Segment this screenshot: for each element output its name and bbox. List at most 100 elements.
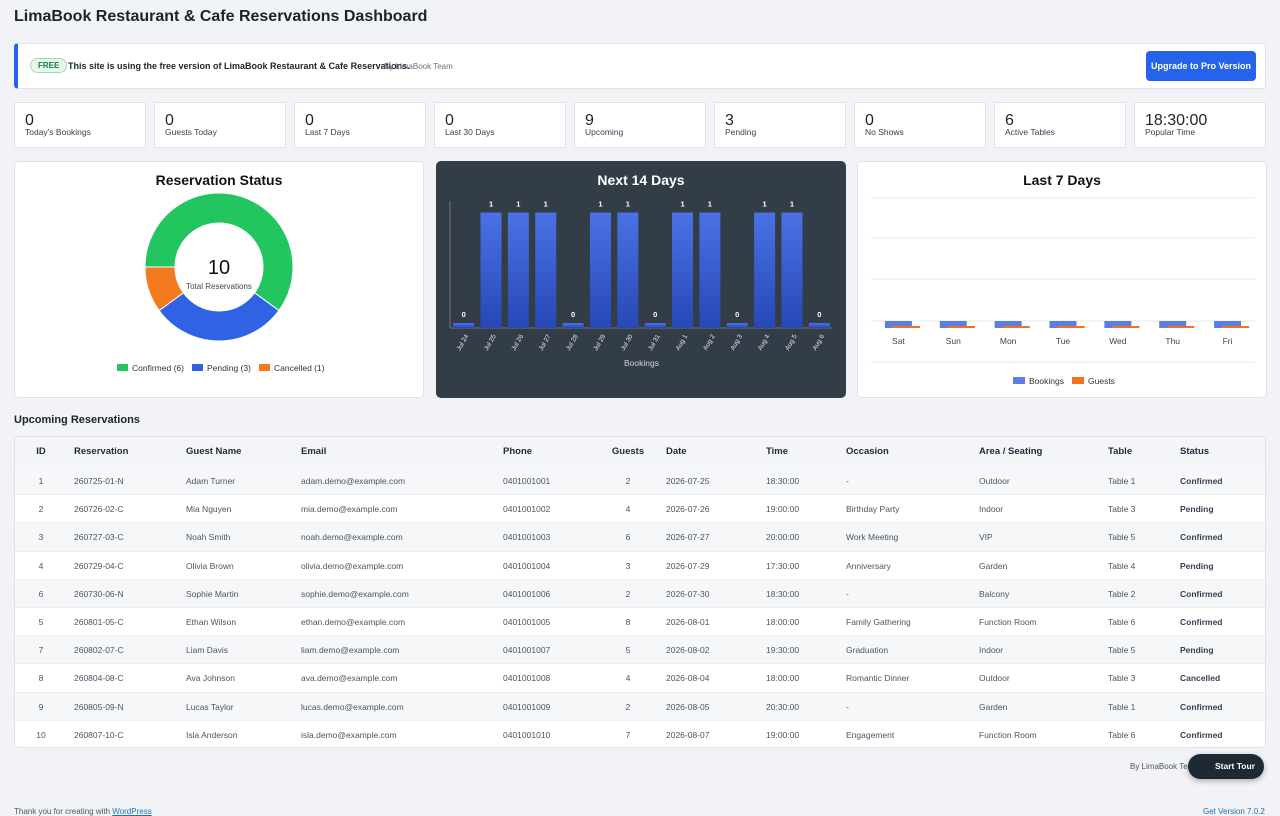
table-cell: 260807-10-C bbox=[74, 729, 124, 740]
table-cell: 20:00:00 bbox=[766, 532, 800, 543]
table-cell: 2026-08-02 bbox=[666, 645, 710, 656]
x-tick-label: Jul 26 bbox=[510, 333, 525, 352]
column-header: ID bbox=[36, 446, 46, 457]
table-cell: 5 bbox=[38, 617, 44, 627]
x-tick-label: Jul 24 bbox=[456, 333, 471, 352]
table-cell: 8 bbox=[38, 673, 44, 684]
table-cell: 4 bbox=[625, 673, 631, 684]
table-cell: Balcony bbox=[979, 588, 1010, 599]
legend-swatch bbox=[117, 364, 128, 371]
chart-card: Last 7 Days Sat Sun Mon Tue Wed Thu Fri Bookings… bbox=[857, 161, 1267, 398]
table-cell: 2026-08-04 bbox=[666, 673, 710, 684]
stat-card: 0 Guests Today bbox=[154, 102, 286, 148]
data-label: 1 bbox=[516, 200, 520, 209]
table-cell: 9 bbox=[38, 701, 44, 712]
table-row bbox=[15, 692, 1265, 721]
table-cell: 0401001009 bbox=[503, 701, 551, 712]
table-cell: VIP bbox=[979, 532, 993, 543]
bar bbox=[1057, 326, 1085, 328]
legend-label: Cancelled (1) bbox=[274, 363, 325, 373]
table-cell: 4 bbox=[38, 560, 44, 571]
data-label: 0 bbox=[653, 310, 657, 319]
table-cell: 2026-08-05 bbox=[666, 701, 710, 712]
table-cell: noah.demo@example.com bbox=[301, 532, 403, 543]
column-header: Reservation bbox=[74, 446, 129, 457]
legend-swatch bbox=[1013, 377, 1025, 384]
notice-by: By LimaBook Team bbox=[384, 62, 453, 71]
table-cell: 260804-08-C bbox=[74, 673, 124, 684]
stat-value: 0 bbox=[25, 112, 34, 129]
table-cell: adam.demo@example.com bbox=[301, 476, 406, 486]
table-cell: Table 2 bbox=[1108, 588, 1136, 599]
table-cell: 2026-07-30 bbox=[666, 588, 710, 599]
data-label: 1 bbox=[544, 200, 548, 209]
table-row bbox=[15, 467, 1265, 496]
data-label: 1 bbox=[626, 200, 630, 209]
free-badge: FREE bbox=[30, 58, 68, 73]
table-cell: - bbox=[846, 476, 849, 486]
bar bbox=[893, 326, 921, 328]
stat-value: 3 bbox=[725, 112, 734, 129]
table-cell: ava.demo@example.com bbox=[301, 673, 398, 684]
status-cell: Confirmed bbox=[1180, 701, 1223, 712]
wordpress-link[interactable]: WordPress bbox=[112, 807, 152, 816]
notice-bar: FREE This site is using the free version … bbox=[14, 43, 1266, 89]
column-header: Email bbox=[301, 446, 327, 457]
start-tour-button[interactable]: Start Tour bbox=[1188, 754, 1264, 779]
table-cell: Ethan Wilson bbox=[186, 617, 237, 627]
chart-card: Reservation Status 10 Total Reservations Co… bbox=[14, 161, 424, 398]
table-cell: olivia.demo@example.com bbox=[301, 560, 404, 571]
table-cell: 6 bbox=[625, 532, 631, 543]
bar bbox=[1167, 326, 1195, 328]
x-tick-label: Aug 5 bbox=[784, 333, 799, 352]
table-cell: ethan.demo@example.com bbox=[301, 617, 406, 627]
section-title: Upcoming Reservations bbox=[14, 414, 140, 426]
x-tick-label: Aug 3 bbox=[729, 333, 744, 352]
stat-label: Upcoming bbox=[585, 127, 624, 137]
table-cell: 19:30:00 bbox=[766, 645, 800, 656]
x-tick-label: Aug 2 bbox=[702, 333, 717, 352]
table-cell: Table 6 bbox=[1108, 617, 1136, 627]
table-cell: 6 bbox=[38, 588, 44, 599]
table-cell: Table 1 bbox=[1108, 476, 1136, 486]
stat-card: 0 Last 30 Days bbox=[434, 102, 566, 148]
data-label: 1 bbox=[708, 200, 712, 209]
table-cell: 260727-03-C bbox=[74, 532, 124, 543]
bar bbox=[453, 323, 475, 328]
legend-label: Guests bbox=[1088, 376, 1115, 386]
table-cell: Mia Nguyen bbox=[186, 504, 232, 515]
x-tick-label: Aug 1 bbox=[675, 333, 690, 352]
table-cell: Table 5 bbox=[1108, 532, 1136, 543]
chart-title: Last 7 Days bbox=[1023, 172, 1101, 188]
table-cell: Work Meeting bbox=[846, 532, 899, 543]
table-cell: 3 bbox=[38, 532, 44, 543]
status-cell: Cancelled bbox=[1180, 673, 1221, 684]
table-cell: 18:00:00 bbox=[766, 673, 800, 684]
bar bbox=[617, 212, 639, 328]
data-label: 0 bbox=[817, 310, 821, 319]
pie-slice bbox=[158, 292, 280, 342]
table-row bbox=[15, 636, 1265, 665]
table-cell: sophie.demo@example.com bbox=[301, 588, 409, 599]
footer-thanks: Thank you for creating with WordPress bbox=[14, 807, 152, 816]
stat-value: 6 bbox=[1005, 112, 1014, 129]
bar bbox=[644, 323, 666, 328]
status-cell: Confirmed bbox=[1180, 617, 1223, 627]
bar bbox=[754, 212, 776, 328]
table-cell: Birthday Party bbox=[846, 504, 900, 515]
status-cell: Confirmed bbox=[1180, 729, 1223, 740]
table-cell: 17:30:00 bbox=[766, 560, 800, 571]
footer-version[interactable]: Get Version 7.0.2 bbox=[1203, 807, 1265, 816]
table-cell: 2026-07-25 bbox=[666, 476, 710, 486]
table-cell: Table 6 bbox=[1108, 729, 1136, 740]
column-header: Occasion bbox=[846, 446, 889, 457]
upgrade-button[interactable]: Upgrade to Pro Version bbox=[1146, 51, 1256, 81]
data-label: 1 bbox=[598, 200, 602, 209]
table-cell: Family Gathering bbox=[846, 617, 911, 627]
table-cell: Noah Smith bbox=[186, 532, 231, 543]
stat-value: 9 bbox=[585, 112, 594, 129]
table-cell: mia.demo@example.com bbox=[301, 504, 398, 515]
data-label: 1 bbox=[790, 200, 794, 209]
status-cell: Pending bbox=[1180, 645, 1214, 656]
